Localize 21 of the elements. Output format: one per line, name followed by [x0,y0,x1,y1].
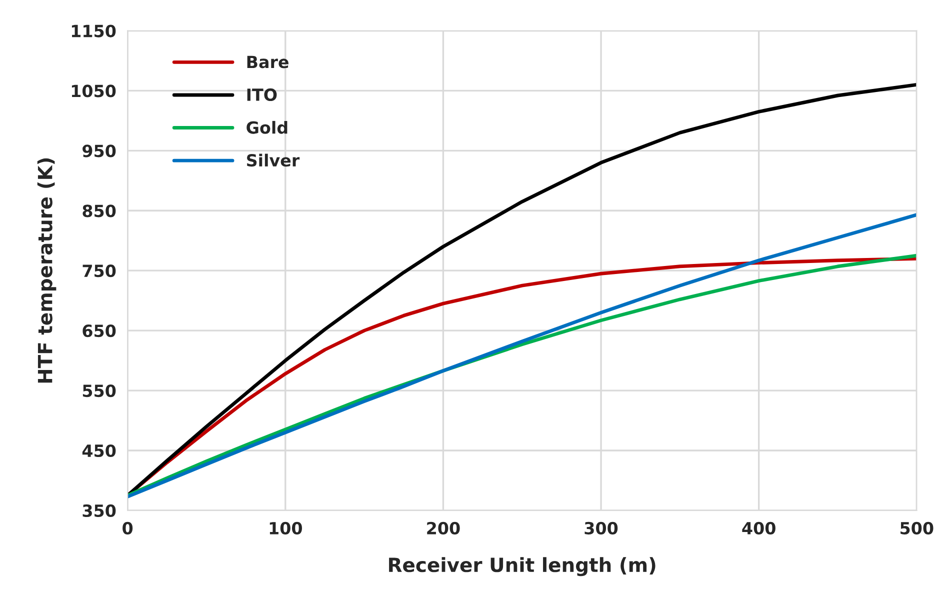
x-tick-label: 100 [270,522,302,534]
x-axis-title: Receiver Unit length (m) [389,557,656,576]
x-tick-label: 0 [122,522,133,534]
x-tick-label: 500 [900,522,934,534]
x-tick-label: 300 [584,522,618,534]
legend-label: ITO [247,88,277,102]
y-tick-label: 450 [82,444,116,458]
legend-label: Silver [247,154,300,167]
y-tick-label: 950 [82,144,116,158]
y-tick-label: 350 [82,504,116,518]
y-axis-title: HTF temperature (K) [37,158,56,383]
y-tick-label: 550 [82,384,116,398]
y-tick-label: 750 [82,264,116,278]
x-tick-label: 200 [427,522,460,534]
legend-label: Bare [247,56,288,68]
y-tick-label: 850 [82,204,116,218]
y-tick-label: 650 [82,324,116,338]
legend-label: Gold [246,120,288,134]
y-tick-label: 1050 [72,84,116,98]
x-tick-label: 400 [742,522,776,534]
y-tick-label: 1150 [72,24,116,38]
